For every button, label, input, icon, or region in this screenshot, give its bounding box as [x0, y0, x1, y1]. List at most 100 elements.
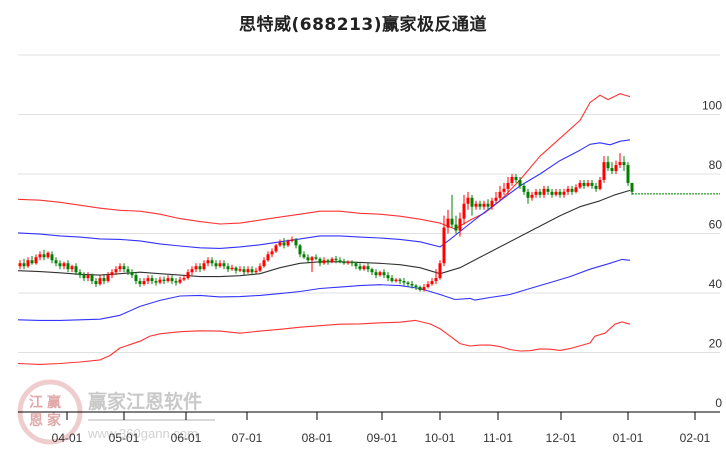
candle-body [438, 263, 442, 279]
candle-body [454, 224, 458, 231]
candle-body [242, 269, 246, 273]
candle-body [522, 185, 526, 192]
candle-body [154, 281, 158, 283]
candle-body [482, 203, 486, 207]
candle-body [542, 188, 546, 195]
candle-body [346, 261, 350, 264]
candle-body [458, 218, 462, 231]
candle-body [150, 278, 154, 282]
watermark-seal-char: 赢 [47, 394, 61, 411]
candle-body [550, 191, 554, 195]
candle-body [354, 263, 358, 267]
x-tick-label: 02-01 [680, 431, 711, 445]
candle-body [314, 257, 318, 259]
y-tick-label: 100 [702, 99, 722, 113]
x-axis: 04-01 05-01 06-01 07-01 08-01 09-01 10-01 11-01… [18, 411, 720, 445]
candle-body [622, 162, 626, 166]
candle-body [618, 162, 622, 166]
candle-body [546, 188, 550, 192]
candle-body [130, 272, 134, 276]
candle-body [274, 245, 278, 252]
y-tick-label: 80 [709, 158, 723, 172]
x-tick-label: 11-01 [483, 431, 513, 445]
candle-body [318, 258, 322, 264]
candle-body [18, 263, 22, 267]
candle-body [182, 278, 186, 280]
watermark-seal-char: 恩 [29, 413, 43, 429]
candlesticks [18, 153, 634, 292]
channel-bands [17, 93, 631, 365]
candle-body [70, 266, 74, 270]
candle-body [250, 269, 254, 273]
candle-body [38, 254, 42, 258]
y-axis-ticks: 0 20 40 60 80 100 [702, 99, 722, 411]
candle-body [602, 162, 606, 180]
candle-body [294, 239, 298, 246]
candle-body [446, 218, 450, 228]
band-outer-upper [17, 93, 631, 230]
candle-body [58, 263, 62, 267]
candle-body [138, 281, 142, 285]
candle-body [518, 179, 522, 186]
candle-body [170, 278, 174, 282]
candle-body [214, 263, 218, 267]
candle-body [278, 242, 282, 246]
candle-body [534, 191, 538, 195]
candle-body [78, 272, 82, 276]
candle-body [102, 278, 106, 282]
candle-body [114, 269, 118, 273]
candle-body [258, 266, 262, 271]
candle-body [34, 257, 38, 264]
candle-body [506, 182, 510, 189]
chart-title: 思特威(688213)赢家极反通道 [238, 15, 487, 35]
candle-body [198, 266, 202, 270]
x-tick-label: 04-01 [52, 431, 83, 445]
candle-body [470, 197, 474, 207]
candle-body [386, 275, 390, 279]
candle-body [98, 278, 102, 285]
candle-body [166, 278, 170, 282]
candle-body [282, 242, 286, 246]
candle-body [498, 191, 502, 198]
candle-body [410, 284, 414, 286]
watermark: 江赢恩家 赢家江恩软件 www.360gann.com [17, 379, 215, 445]
x-tick-label: 10-01 [425, 431, 456, 445]
candle-body [586, 182, 590, 186]
candle-body [222, 263, 226, 267]
candle-body [286, 240, 290, 246]
candle-body [342, 261, 346, 264]
candle-body [238, 269, 242, 271]
candle-body [178, 279, 182, 283]
candle-body [530, 194, 534, 198]
candle-body [26, 260, 30, 267]
candle-body [554, 191, 558, 195]
candle-body [462, 203, 466, 219]
candle-body [590, 182, 594, 186]
candle-body [630, 182, 634, 192]
candle-body [422, 287, 426, 291]
candle-body [426, 284, 430, 288]
candle-body [486, 203, 490, 207]
candle-body [302, 254, 306, 258]
candle-body [338, 260, 342, 262]
candle-body [450, 218, 454, 225]
candle-body [174, 281, 178, 283]
candle-body [30, 260, 34, 264]
candle-body [310, 257, 314, 261]
candle-body [142, 281, 146, 285]
candle-body [186, 272, 190, 279]
candle-body [558, 191, 562, 195]
candle-body [374, 272, 378, 276]
candle-body [202, 263, 206, 270]
candle-body [526, 191, 530, 198]
candle-body [190, 269, 194, 273]
candle-body [234, 267, 238, 271]
candle-body [474, 203, 478, 207]
candle-body [194, 266, 198, 270]
candle-body [414, 285, 418, 288]
candle-body [626, 165, 630, 183]
candle-body [306, 257, 310, 261]
x-tick-label: 01-01 [613, 431, 644, 445]
candle-body [146, 278, 150, 282]
